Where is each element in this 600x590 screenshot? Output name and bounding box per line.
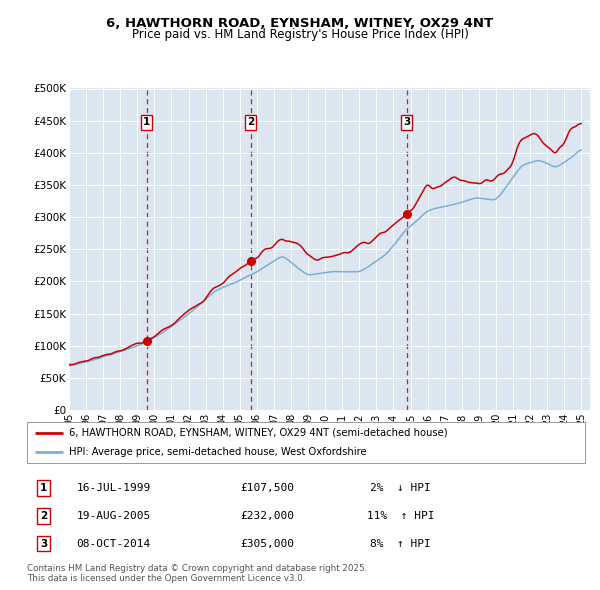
- Text: 8%  ↑ HPI: 8% ↑ HPI: [370, 539, 431, 549]
- Text: 08-OCT-2014: 08-OCT-2014: [76, 539, 151, 549]
- Text: 19-AUG-2005: 19-AUG-2005: [76, 510, 151, 520]
- Text: 1: 1: [143, 117, 150, 127]
- Text: 6, HAWTHORN ROAD, EYNSHAM, WITNEY, OX29 4NT: 6, HAWTHORN ROAD, EYNSHAM, WITNEY, OX29 …: [106, 17, 494, 30]
- Text: £107,500: £107,500: [240, 483, 294, 493]
- Text: 3: 3: [403, 117, 410, 127]
- Text: 16-JUL-1999: 16-JUL-1999: [76, 483, 151, 493]
- Text: HPI: Average price, semi-detached house, West Oxfordshire: HPI: Average price, semi-detached house,…: [69, 447, 367, 457]
- Text: 3: 3: [40, 539, 47, 549]
- Text: 1: 1: [40, 483, 47, 493]
- Text: 6, HAWTHORN ROAD, EYNSHAM, WITNEY, OX29 4NT (semi-detached house): 6, HAWTHORN ROAD, EYNSHAM, WITNEY, OX29 …: [69, 428, 448, 438]
- Text: Price paid vs. HM Land Registry's House Price Index (HPI): Price paid vs. HM Land Registry's House …: [131, 28, 469, 41]
- Text: 2: 2: [40, 510, 47, 520]
- Text: 2%  ↓ HPI: 2% ↓ HPI: [370, 483, 431, 493]
- Text: 11%  ↑ HPI: 11% ↑ HPI: [367, 510, 434, 520]
- Text: Contains HM Land Registry data © Crown copyright and database right 2025.: Contains HM Land Registry data © Crown c…: [27, 564, 367, 573]
- Text: £305,000: £305,000: [240, 539, 294, 549]
- Text: This data is licensed under the Open Government Licence v3.0.: This data is licensed under the Open Gov…: [27, 573, 305, 583]
- Text: £232,000: £232,000: [240, 510, 294, 520]
- Text: 2: 2: [247, 117, 254, 127]
